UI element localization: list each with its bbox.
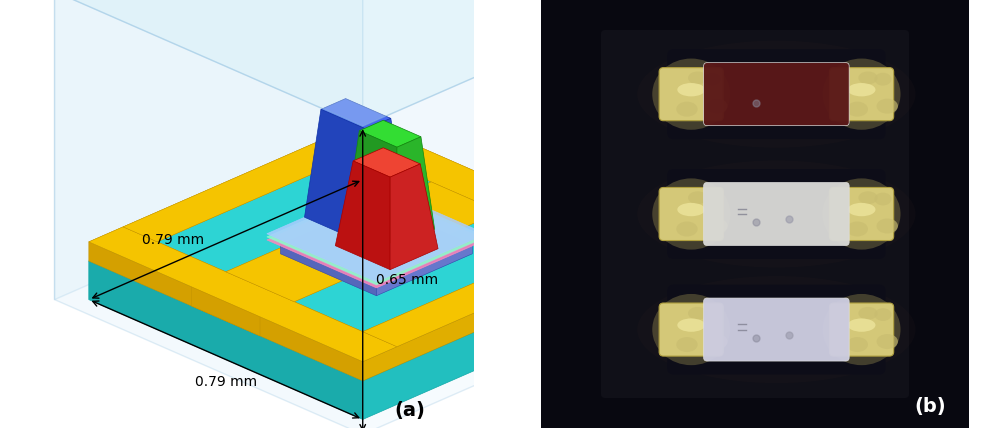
Polygon shape [363,261,637,419]
Ellipse shape [823,294,901,365]
FancyBboxPatch shape [829,303,894,356]
Ellipse shape [637,160,916,268]
Polygon shape [328,122,637,257]
Polygon shape [281,202,472,286]
Ellipse shape [677,318,705,332]
FancyBboxPatch shape [704,298,849,361]
Ellipse shape [652,59,730,130]
Text: (b): (b) [915,397,946,416]
Ellipse shape [706,334,728,349]
Polygon shape [363,242,602,347]
Ellipse shape [823,59,901,130]
Ellipse shape [858,71,878,84]
Ellipse shape [688,71,707,84]
Polygon shape [363,242,602,347]
Ellipse shape [874,308,892,321]
Ellipse shape [637,276,916,383]
FancyBboxPatch shape [659,187,723,241]
Polygon shape [89,227,397,362]
Polygon shape [55,0,363,428]
Polygon shape [328,122,637,257]
Ellipse shape [848,83,875,96]
Ellipse shape [848,318,875,332]
Polygon shape [281,244,376,296]
FancyBboxPatch shape [667,169,886,259]
FancyBboxPatch shape [601,30,909,398]
Polygon shape [366,118,407,244]
Ellipse shape [688,191,707,204]
Polygon shape [363,0,671,300]
Ellipse shape [848,203,875,216]
Ellipse shape [676,337,698,352]
Text: 0.79 mm: 0.79 mm [195,374,257,389]
FancyBboxPatch shape [829,68,894,121]
Polygon shape [55,0,671,126]
Ellipse shape [652,294,730,365]
Polygon shape [376,244,472,296]
Polygon shape [89,227,397,362]
Polygon shape [89,261,363,419]
FancyBboxPatch shape [704,62,849,126]
Polygon shape [390,164,438,270]
Ellipse shape [847,337,868,352]
Ellipse shape [874,73,892,86]
Ellipse shape [706,218,728,234]
FancyBboxPatch shape [667,49,886,139]
Polygon shape [267,189,486,285]
Ellipse shape [858,191,878,204]
Polygon shape [123,137,363,242]
Ellipse shape [652,178,730,250]
Ellipse shape [704,73,721,86]
Ellipse shape [677,83,705,96]
Ellipse shape [847,102,868,117]
Polygon shape [55,0,363,300]
Polygon shape [267,192,486,288]
Polygon shape [123,137,363,242]
Polygon shape [359,120,421,147]
Polygon shape [335,161,390,270]
Polygon shape [157,152,431,272]
Polygon shape [346,131,397,246]
Ellipse shape [706,99,728,114]
Text: (a): (a) [394,401,425,420]
Polygon shape [89,141,637,381]
Polygon shape [363,242,637,381]
Ellipse shape [677,203,705,216]
Ellipse shape [874,193,892,205]
Text: 0.79 mm: 0.79 mm [142,233,204,247]
Polygon shape [192,287,260,336]
Polygon shape [226,182,500,302]
FancyBboxPatch shape [829,187,894,241]
Polygon shape [321,98,391,129]
Polygon shape [89,242,363,381]
FancyBboxPatch shape [667,285,886,374]
Ellipse shape [704,193,721,205]
Ellipse shape [704,308,721,321]
Polygon shape [305,109,366,244]
Ellipse shape [858,307,878,320]
Polygon shape [294,212,568,332]
Polygon shape [226,182,500,302]
Ellipse shape [823,178,901,250]
Ellipse shape [676,221,698,236]
Ellipse shape [877,334,898,349]
Polygon shape [353,148,420,177]
Ellipse shape [688,307,707,320]
Polygon shape [267,186,486,282]
Polygon shape [397,137,435,246]
FancyBboxPatch shape [659,303,723,356]
Ellipse shape [676,102,698,117]
Ellipse shape [847,221,868,236]
Ellipse shape [637,41,916,148]
Text: 0.65 mm: 0.65 mm [376,273,438,287]
Ellipse shape [877,99,898,114]
Polygon shape [363,0,671,428]
Ellipse shape [877,218,898,234]
FancyBboxPatch shape [704,182,849,246]
FancyBboxPatch shape [659,68,723,121]
